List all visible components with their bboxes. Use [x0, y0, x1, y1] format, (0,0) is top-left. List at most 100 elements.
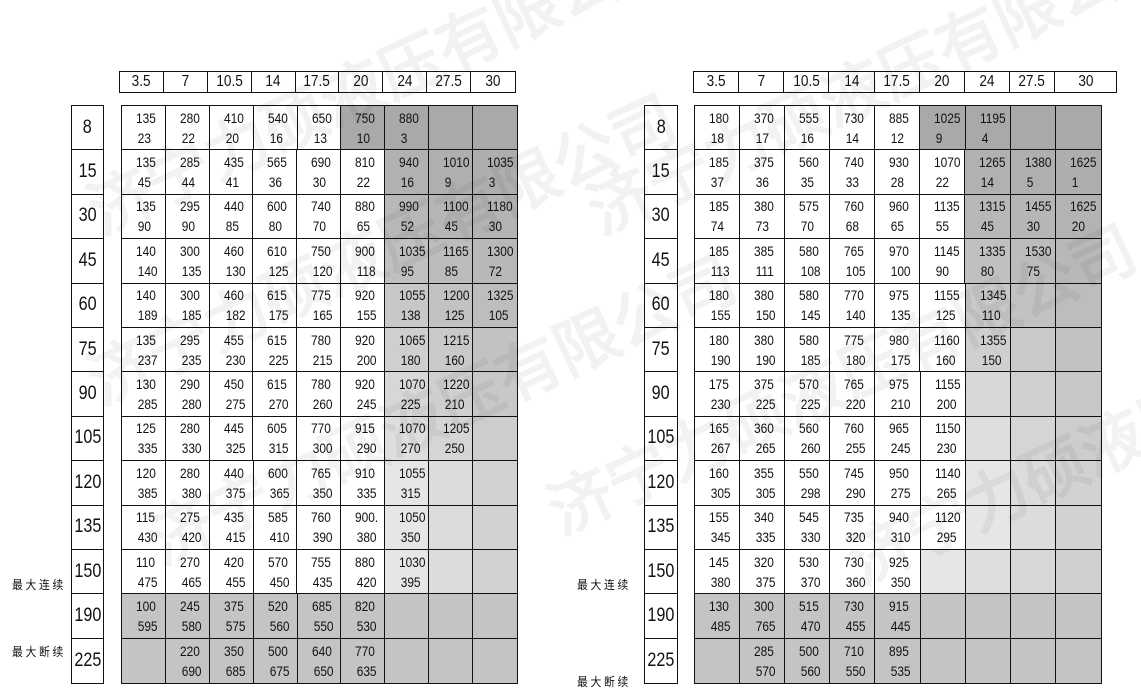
cell-value-top: 370 [754, 109, 774, 126]
cell-value-bottom: 295 [936, 529, 957, 546]
cell-value-top: 760 [311, 509, 332, 526]
table-cell: 730 455 [830, 594, 876, 638]
cell-value-bottom: 175 [269, 307, 289, 324]
table-cell: 130 285 [122, 372, 166, 416]
cell-value-bottom: 690 [181, 662, 202, 679]
cell-value-top: 1345 [979, 287, 1006, 304]
table-cell: 125 335 [122, 416, 166, 461]
cell-value-top: 900. [355, 509, 379, 526]
cell-value-top: 920 [354, 287, 375, 304]
cell-value-bottom: 560 [800, 662, 821, 679]
cell-value-bottom: 125 [936, 307, 956, 324]
column-header-label: 27.5 [1018, 73, 1046, 90]
cell-value-bottom: 365 [269, 484, 290, 501]
table-cell [965, 505, 1011, 549]
table-cell: 615 225 [253, 327, 298, 372]
column-header-label: 3.5 [131, 73, 151, 90]
table-cell: 920 245 [341, 372, 385, 416]
table-cell [429, 106, 474, 150]
table-cell [965, 372, 1011, 416]
cell-value-top: 275 [179, 509, 200, 526]
cell-value-bottom: 550 [846, 662, 866, 679]
table-cell: 160 305 [695, 461, 741, 505]
column-header-label: 24 [397, 73, 413, 90]
table-cell: 1380 5 [1010, 150, 1056, 194]
row-header-label: 225 [647, 649, 675, 671]
column-header: 3.5 [694, 72, 740, 92]
table-cell: 1150 230 [920, 416, 966, 461]
table-cell: 690 30 [297, 150, 342, 194]
cell-value-bottom: 130 [225, 262, 246, 279]
column-header-label: 17.5 [303, 73, 331, 90]
table-cell: 1135 55 [920, 194, 966, 239]
table-cell: 270 465 [165, 549, 210, 594]
cell-value-bottom: 298 [800, 484, 821, 501]
table-cell: 915 445 [875, 594, 921, 638]
row-header: 45 [645, 239, 677, 284]
cell-value-top: 730 [844, 597, 865, 614]
table-row: 140 140 300 135 460 130 610 125 750 120 900 118 1035… [122, 239, 518, 284]
cell-value-bottom: 465 [181, 573, 202, 590]
cell-value-top: 1010 [442, 154, 470, 171]
table-cell: 300 765 [740, 594, 786, 638]
row-header: 190 [72, 594, 103, 639]
cell-value-bottom: 200 [936, 396, 957, 413]
table-cell: 460 182 [209, 283, 254, 327]
table-cell: 760 68 [830, 194, 876, 239]
cell-value-bottom: 140 [845, 307, 866, 324]
table-cell: 770 300 [297, 416, 342, 461]
cell-value-bottom: 65 [890, 218, 905, 235]
table-cell: 180 18 [695, 106, 741, 150]
table-cell: 280 330 [165, 416, 210, 461]
data-table: 135 23 280 22 410 20 540 16 650 13 750 10 880 3 135 45 2… [121, 105, 518, 685]
cell-value-top: 960 [889, 198, 909, 215]
table-cell: 165 267 [695, 416, 741, 461]
row-header-label: 75 [78, 338, 97, 360]
table-row: 135 90 295 90 440 85 600 80 740 70 880 65 990 52 1100 4… [122, 194, 518, 240]
table-cell: 180 190 [695, 327, 741, 372]
table-cell [1010, 505, 1056, 549]
cell-value-top: 165 [709, 420, 729, 437]
table-cell [1055, 416, 1101, 461]
cell-value-bottom: 335 [755, 529, 776, 546]
cell-value-bottom: 75 [1026, 262, 1040, 279]
row-header-label: 45 [78, 249, 97, 271]
table-cell [920, 594, 966, 638]
table-cell [122, 638, 166, 684]
cell-value-top: 185 [709, 154, 729, 171]
cell-value-top: 445 [223, 420, 244, 437]
cell-value-top: 285 [754, 642, 774, 659]
table-cell: 770 140 [830, 283, 876, 327]
cell-value-top: 980 [889, 331, 910, 348]
cell-value-bottom: 138 [400, 307, 421, 324]
side-label-max-continuous: 最大连续 [577, 578, 632, 592]
table-cell [1056, 239, 1102, 283]
cell-value-bottom: 230 [225, 351, 246, 368]
table-cell: 295 235 [165, 327, 210, 372]
column-header: 7 [739, 72, 785, 92]
cell-value-top: 375 [223, 597, 244, 614]
cell-value-top: 1070 [398, 420, 426, 437]
column-header-label: 17.5 [883, 73, 910, 90]
cell-value-top: 1025 [934, 109, 961, 126]
table-row: 115 430 275 420 435 415 585 410 760 390 900. 380 105… [122, 505, 517, 550]
cell-value-top: 135 [136, 154, 156, 171]
cell-value-bottom: 45 [444, 218, 458, 235]
table-cell: 280 380 [165, 461, 210, 505]
column-header-row: 3.5 7 10.5 14 17.5 20 24 27.5 30 [693, 71, 1117, 93]
cell-value-top: 440 [223, 464, 244, 481]
table-cell: 290 280 [165, 372, 210, 416]
cell-value-top: 1265 [979, 154, 1006, 171]
cell-value-bottom: 580 [181, 617, 202, 634]
table-cell: 450 275 [209, 372, 254, 416]
cell-value-bottom: 65 [356, 218, 371, 235]
cell-value-top: 615 [267, 331, 288, 348]
row-header-label: 60 [652, 294, 670, 316]
cell-value-bottom: 225 [400, 396, 421, 413]
cell-value-top: 385 [754, 242, 774, 259]
table-cell: 900 118 [340, 239, 385, 283]
cell-value-top: 375 [753, 154, 774, 171]
table-cell [473, 594, 517, 638]
cell-value-top: 940 [398, 154, 419, 171]
column-header-label: 20 [353, 73, 369, 90]
